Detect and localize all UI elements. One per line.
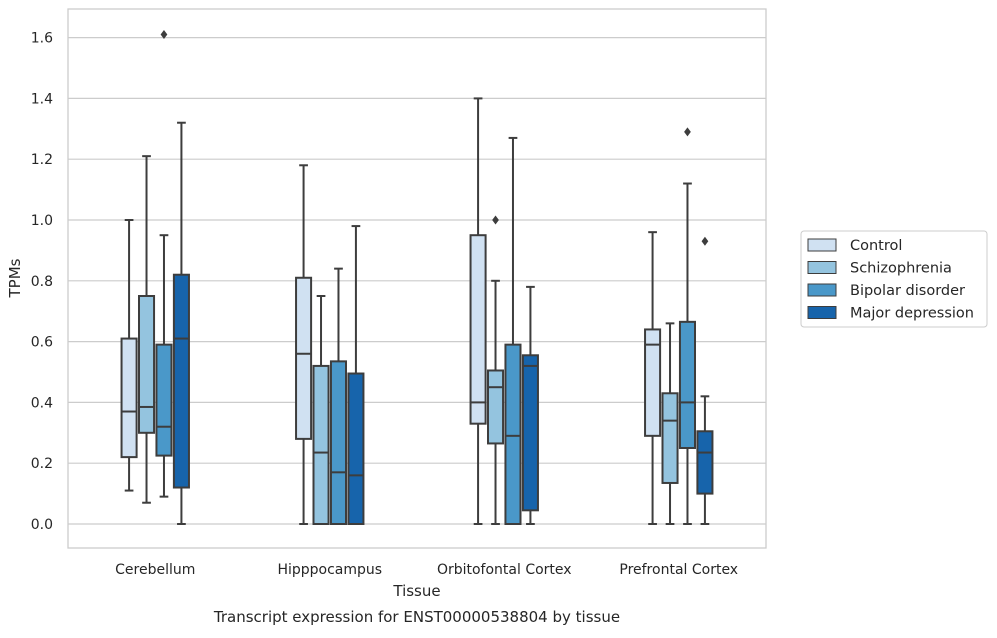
box-major-depression-3 (696, 236, 714, 525)
y-tick-label: 0.4 (31, 395, 53, 411)
box-body (295, 276, 313, 440)
plot-background (68, 9, 766, 548)
chart-caption: Transcript expression for ENST0000053880… (213, 608, 620, 626)
legend-swatch (807, 238, 837, 252)
outlier-point (701, 236, 709, 246)
box-bipolar-disorder-3 (678, 127, 697, 525)
legend-swatch (807, 283, 837, 297)
box-body (469, 234, 487, 425)
box-body (661, 392, 679, 484)
x-tick-label: Hipppocampus (277, 562, 382, 578)
box-body (155, 343, 173, 457)
x-tick-labels: Cerebellum Hipppocampus Orbitofontal Corte… (115, 562, 738, 578)
legend-frame (800, 230, 988, 328)
box-schizophrenia-0 (138, 155, 156, 504)
y-tick-labels: 0.0 0.2 0.4 0.6 0.8 1.0 1.2 1.4 1.6 (31, 31, 53, 533)
plot-frame (67, 8, 767, 549)
y-axis-label: TPMs (6, 258, 24, 298)
box-control-1 (295, 164, 313, 525)
box-body (120, 337, 138, 459)
box-body (504, 343, 522, 526)
box-body (644, 328, 662, 437)
legend-label: Bipolar disorder (850, 283, 965, 299)
x-tick-label: Orbitofontal Cortex (437, 562, 572, 578)
box-body (678, 320, 697, 449)
y-tick-label: 0.8 (31, 274, 53, 290)
legend: Control Schizophrenia Bipolar disorder Majo… (800, 230, 988, 328)
box-bipolar-disorder-0 (155, 30, 173, 498)
legend-label: Major depression (850, 306, 974, 322)
box-body (521, 354, 539, 512)
box-body (696, 430, 714, 495)
box-body (487, 369, 505, 445)
outlier-point (160, 30, 168, 40)
box-body (172, 273, 190, 489)
y-tick-label: 0.6 (31, 335, 53, 351)
box-control-0 (120, 219, 138, 492)
y-tick-label: 1.2 (31, 152, 53, 168)
box-bipolar-disorder-1 (329, 267, 348, 525)
box-major-depression-1 (347, 225, 365, 525)
x-tick-label: Prefrontal Cortex (619, 562, 738, 578)
legend-label: Control (850, 238, 902, 254)
legend-swatch (807, 306, 837, 319)
box-schizophrenia-1 (312, 295, 330, 526)
box-schizophrenia-3 (661, 322, 679, 525)
box-major-depression-0 (172, 121, 190, 525)
x-tick-label: Cerebellum (115, 562, 195, 578)
y-tick-label: 1.6 (31, 31, 53, 47)
box-bipolar-disorder-2 (504, 136, 522, 526)
legend-label: Schizophrenia (850, 261, 952, 277)
boxes-layer (120, 30, 714, 526)
box-schizophrenia-2 (487, 215, 505, 525)
box-control-3 (644, 231, 662, 525)
box-control-2 (469, 97, 487, 525)
legend-swatch (807, 261, 837, 274)
box-body (138, 295, 156, 434)
box-major-depression-2 (521, 285, 539, 525)
box-body (312, 364, 330, 526)
outlier-point (684, 127, 691, 137)
box-body (329, 360, 348, 525)
y-tick-label: 1.4 (31, 91, 53, 107)
x-axis-label: Tissue (392, 582, 440, 600)
box-body (347, 372, 365, 525)
y-tick-label: 0.0 (31, 517, 53, 533)
y-tick-label: 1.0 (31, 213, 53, 229)
y-tick-label: 0.2 (31, 456, 53, 472)
outlier-point (492, 215, 499, 225)
